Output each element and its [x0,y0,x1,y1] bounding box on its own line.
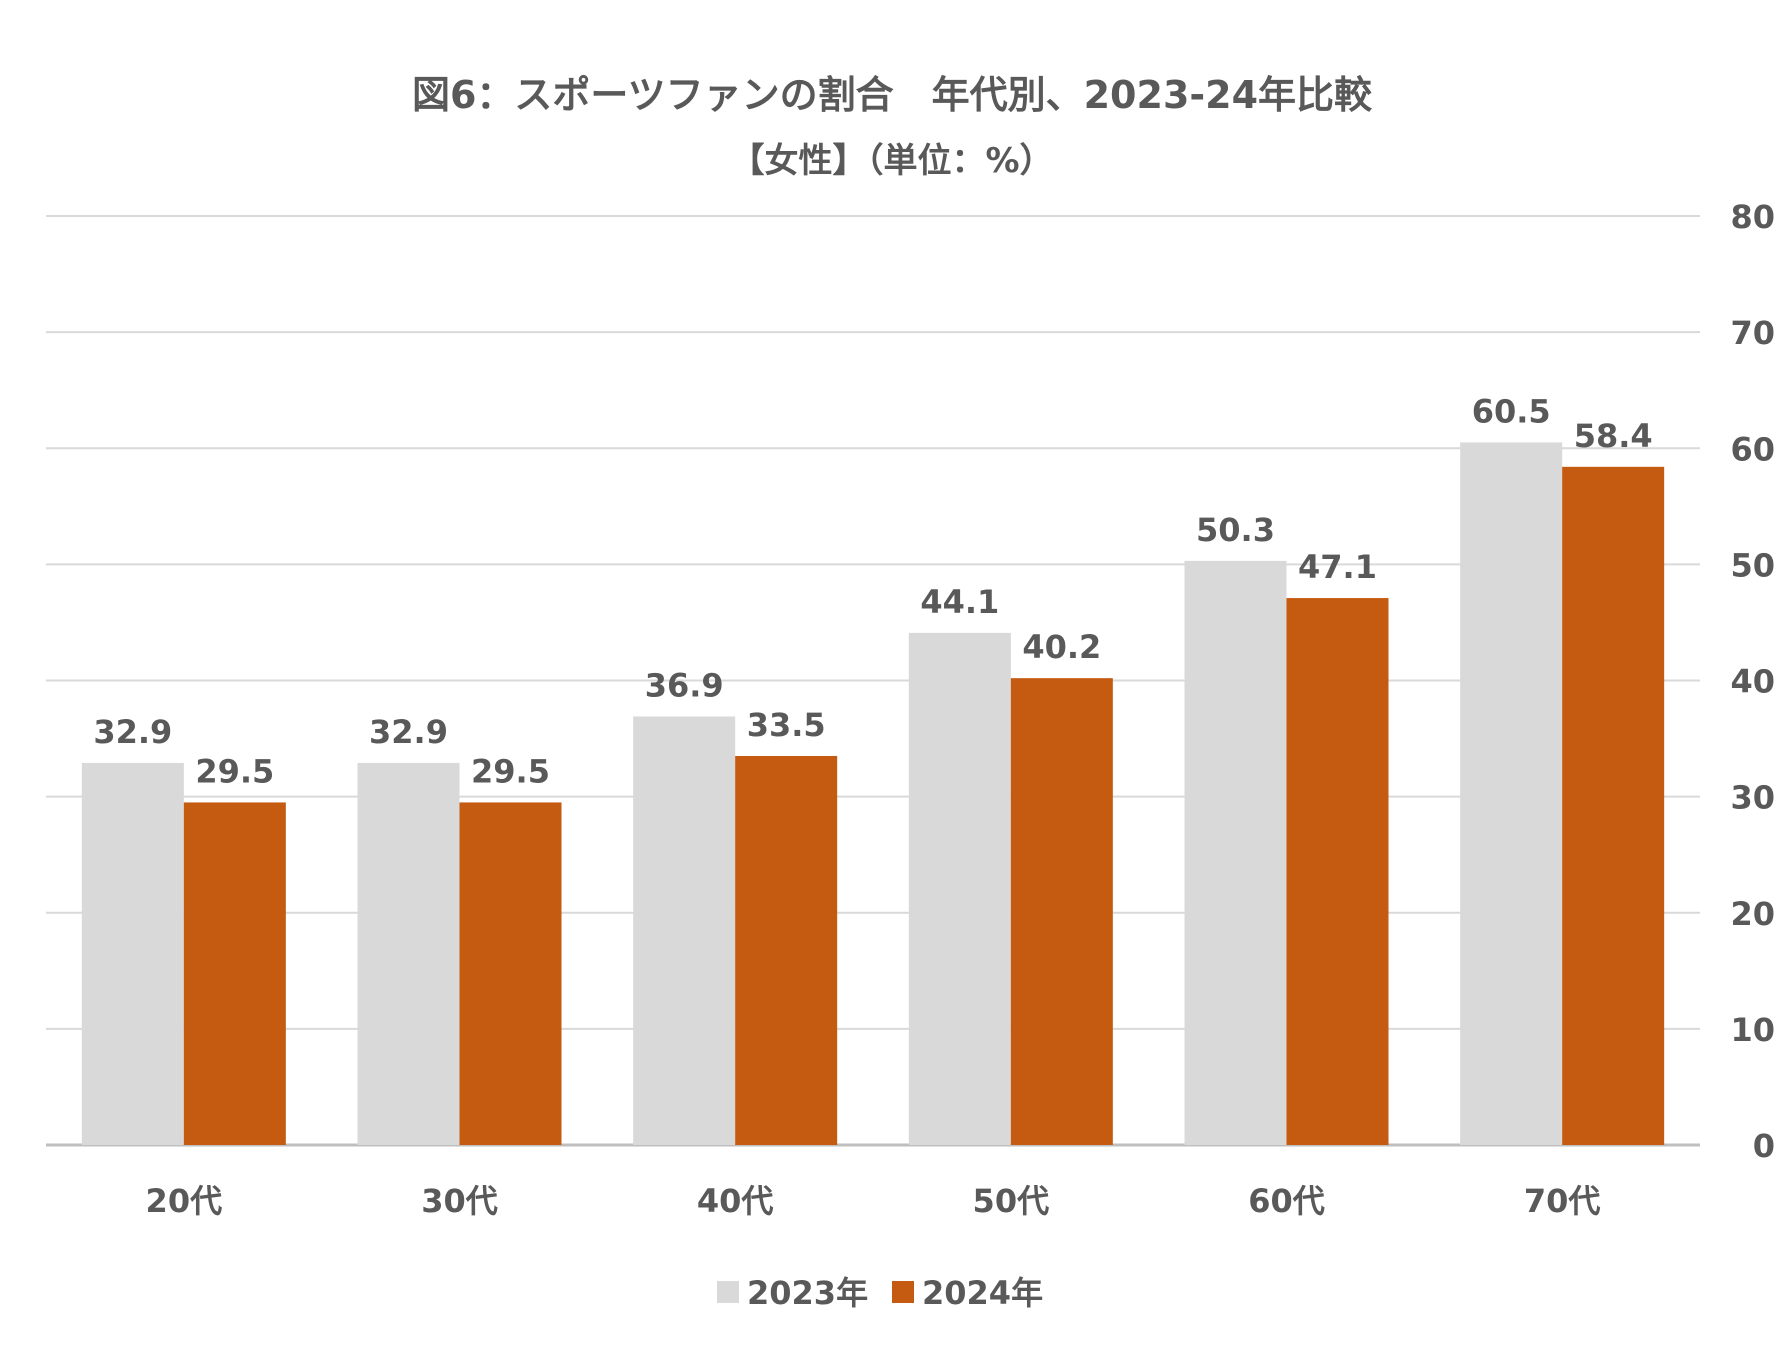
y-tick-label: 70 [1730,314,1775,352]
bar-50代-2024年 [1010,678,1113,1145]
bar-50代-2023年 [908,632,1011,1145]
y-tick-label: 40 [1730,663,1775,701]
data-label: 60.5 [1472,392,1551,430]
data-labels: 32.9 29.5 32.9 29.5 36.9 33.5 44.1 40.2 50.3 47.1… [93,392,1652,790]
bar-30代-2023年 [357,762,460,1145]
y-tick-label: 20 [1730,895,1775,933]
bar-20代-2023年 [81,762,184,1145]
x-axis-ticks: 20代 30代 40代 50代 60代 70代 [146,1182,1601,1220]
legend-swatch [892,1281,914,1303]
x-tick-label: 30代 [421,1182,498,1220]
data-label: 50.3 [1196,511,1275,549]
x-tick-label: 70代 [1524,1182,1601,1220]
chart-subtitle: 【女性】（単位：%） [730,141,1053,181]
data-label: 58.4 [1574,417,1653,455]
legend-label: 2023年 [747,1274,868,1312]
data-label: 40.2 [1022,628,1101,666]
legend: 2023年 2024年 [717,1274,1043,1312]
data-label: 36.9 [645,666,724,704]
y-tick-label: 0 [1753,1127,1775,1165]
bar-20代-2024年 [183,802,286,1145]
y-axis-ticks: 0 10 20 30 40 50 60 70 80 [1730,198,1775,1165]
bars [81,442,1665,1146]
bar-70代-2024年 [1562,466,1665,1146]
bar-30代-2024年 [459,802,562,1145]
bar-70代-2023年 [1460,442,1563,1146]
legend-swatch [717,1281,739,1303]
y-tick-label: 80 [1730,198,1775,236]
x-tick-label: 20代 [146,1182,223,1220]
data-label: 33.5 [747,706,826,744]
bar-40代-2024年 [735,755,838,1145]
data-label: 29.5 [195,752,274,790]
bar-40代-2023年 [633,716,736,1145]
bar-60代-2023年 [1184,560,1287,1145]
data-label: 29.5 [471,752,550,790]
chart-title: 図6：スポーツファンの割合 年代別、2023-24年比較 [412,73,1373,117]
legend-label: 2024年 [922,1274,1043,1312]
y-tick-label: 60 [1730,430,1775,468]
x-tick-label: 40代 [697,1182,774,1220]
gridlines [46,215,1700,1147]
data-label: 32.9 [93,713,172,751]
data-label: 44.1 [920,583,999,621]
x-tick-label: 50代 [973,1182,1050,1220]
y-tick-label: 10 [1730,1011,1775,1049]
bar-60代-2024年 [1286,598,1389,1145]
y-tick-label: 30 [1730,779,1775,817]
data-label: 47.1 [1298,548,1377,586]
data-label: 32.9 [369,713,448,751]
x-tick-label: 60代 [1248,1182,1325,1220]
y-tick-label: 50 [1730,546,1775,584]
